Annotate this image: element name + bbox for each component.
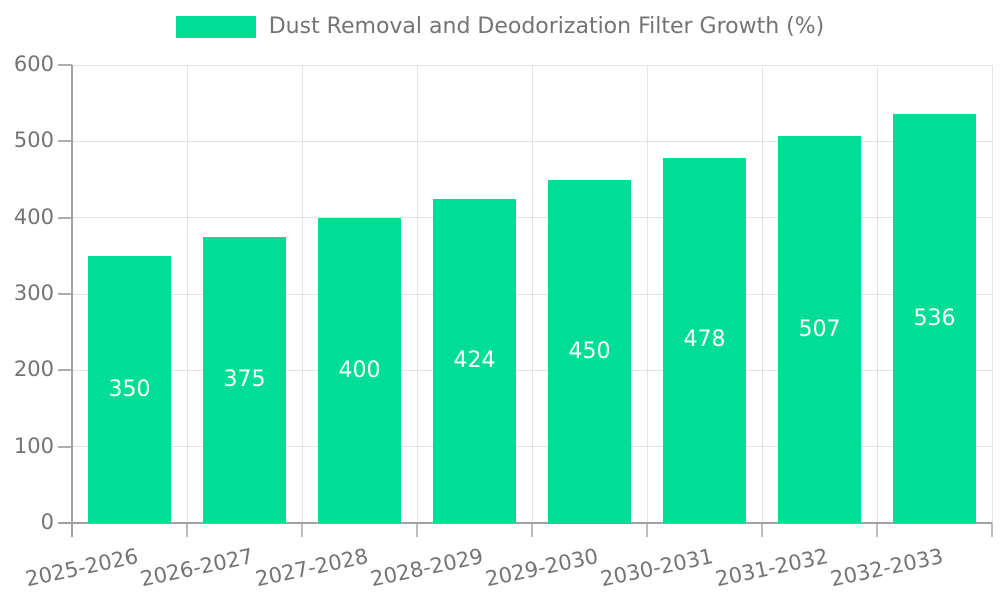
- bar-value-label: 478: [683, 327, 726, 352]
- bar-2026-2027: 375: [203, 237, 286, 523]
- y-axis-tick: [58, 369, 72, 372]
- bar-value-label: 507: [798, 317, 841, 342]
- x-axis-label: 2026-2027: [138, 544, 256, 592]
- x-axis-label: 2028-2029: [368, 544, 486, 592]
- y-axis-tick-label: 100: [13, 433, 54, 458]
- bar-value-label: 375: [223, 367, 266, 392]
- legend-label: Dust Removal and Deodorization Filter Gr…: [268, 14, 825, 39]
- x-axis-tick: [991, 523, 993, 537]
- gridline-vertical: [991, 65, 993, 523]
- gridline-vertical: [646, 65, 648, 523]
- y-axis-tick-label: 500: [13, 128, 54, 153]
- x-axis-tick: [646, 523, 648, 537]
- gridline-vertical: [761, 65, 763, 523]
- bar-2027-2028: 400: [318, 218, 401, 523]
- y-axis-tick: [58, 216, 72, 219]
- y-axis-tick-label: 0: [40, 510, 54, 534]
- x-axis-tick: [301, 523, 303, 537]
- y-axis-tick-label: 400: [13, 204, 54, 229]
- gridline-vertical: [186, 65, 188, 523]
- gridline-vertical: [301, 65, 303, 523]
- x-axis-label: 2031-2032: [713, 544, 831, 592]
- x-axis-line: [58, 522, 992, 524]
- bar-2031-2032: 507: [778, 136, 861, 523]
- legend[interactable]: Dust Removal and Deodorization Filter Gr…: [0, 14, 1000, 39]
- gridline-vertical: [416, 65, 418, 523]
- x-axis-label: 2032-2033: [828, 544, 946, 592]
- x-axis-label: 2030-2031: [598, 544, 716, 592]
- bar-value-label: 424: [453, 348, 496, 373]
- x-axis-tick: [761, 523, 763, 537]
- bar-value-label: 350: [108, 377, 151, 402]
- y-axis-tick-label: 300: [13, 281, 54, 305]
- x-axis-tick: [531, 523, 533, 537]
- y-axis-tick-label: 200: [13, 357, 54, 382]
- gridline-vertical: [876, 65, 878, 523]
- bar-2032-2033: 536: [893, 114, 976, 523]
- y-axis-tick: [58, 293, 72, 295]
- y-axis-tick-label: 600: [13, 52, 54, 76]
- x-axis-tick: [876, 523, 878, 537]
- bar-2025-2026: 350: [88, 256, 171, 523]
- bar-2029-2030: 450: [548, 180, 631, 524]
- x-axis-label: 2025-2026: [23, 544, 141, 592]
- bar-value-label: 450: [568, 339, 611, 364]
- bar-value-label: 536: [913, 306, 956, 331]
- y-axis-tick: [58, 445, 72, 448]
- legend-swatch: [175, 15, 256, 38]
- bar-value-label: 400: [338, 358, 381, 383]
- y-axis-line: [71, 65, 73, 537]
- x-axis-tick: [416, 523, 418, 537]
- bar-2028-2029: 424: [433, 199, 516, 523]
- x-axis-label: 2029-2030: [483, 544, 601, 592]
- x-axis-label: 2027-2028: [253, 544, 371, 592]
- y-axis-tick: [58, 140, 72, 143]
- bar-2030-2031: 478: [663, 158, 746, 523]
- x-axis-tick: [186, 523, 188, 537]
- gridline-vertical: [531, 65, 533, 523]
- y-axis-tick: [58, 64, 72, 66]
